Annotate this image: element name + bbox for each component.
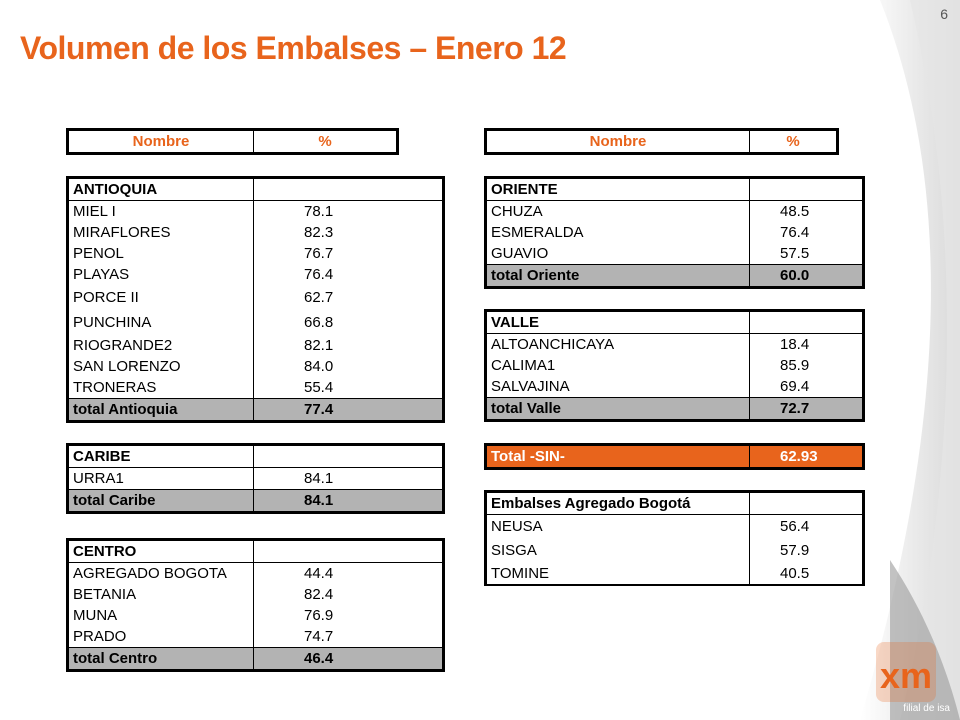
- table-row: GUAVIO 57.5: [486, 243, 863, 265]
- logo-text: xm: [880, 655, 932, 696]
- table-row: SALVAJINA 69.4: [486, 376, 863, 398]
- group-title: VALLE: [486, 311, 750, 334]
- bogota-table: Embalses Agregado Bogotá NEUSA 56.4 SISGA…: [484, 490, 865, 586]
- table-row: MIRAFLORES 82.3: [68, 222, 443, 243]
- page-number: 6: [940, 6, 948, 22]
- table-row: URRA1 84.1: [68, 467, 443, 490]
- table-row: MUNA 76.9: [68, 605, 443, 626]
- table-row: NEUSA 56.4: [486, 514, 863, 539]
- table-row: CALIMA1 85.9: [486, 355, 863, 376]
- antioquia-table: ANTIOQUIA MIEL I 78.1 MIRAFLORES 82.3 PENO…: [66, 176, 445, 423]
- total-row: total Valle 72.7: [486, 397, 863, 420]
- table-row: PENOL 76.7: [68, 243, 443, 264]
- xm-logo: xm: [876, 642, 936, 702]
- total-row: total Oriente 60.0: [486, 264, 863, 287]
- table-row: BETANIA 82.4: [68, 584, 443, 605]
- group-title: CENTRO: [68, 540, 254, 563]
- group-title: CARIBE: [68, 445, 254, 468]
- table-row: RIOGRANDE2 82.1: [68, 335, 443, 356]
- total-row: total Antioquia 77.4: [68, 398, 443, 421]
- table-row: PLAYAS 76.4: [68, 264, 443, 285]
- group-title: ANTIOQUIA: [68, 178, 254, 201]
- logo-tagline: filial de isa: [903, 703, 950, 714]
- oriente-table: ORIENTE CHUZA 48.5 ESMERALDA 76.4 GUAVIO 57…: [484, 176, 865, 289]
- header-pct: %: [253, 130, 397, 153]
- total-row: total Caribe 84.1: [68, 489, 443, 512]
- table-row: ALTOANCHICAYA 18.4: [486, 333, 863, 355]
- left-header-table: Nombre %: [66, 128, 399, 155]
- table-row: SAN LORENZO 84.0: [68, 356, 443, 377]
- table-row: PUNCHINA 66.8: [68, 310, 443, 335]
- table-row: SISGA 57.9: [486, 539, 863, 563]
- table-row: ESMERALDA 76.4: [486, 222, 863, 243]
- table-row: PRADO 74.7: [68, 626, 443, 648]
- total-row: total Centro 46.4: [68, 647, 443, 670]
- valle-table: VALLE ALTOANCHICAYA 18.4 CALIMA1 85.9 SALV…: [484, 309, 865, 422]
- right-header-table: Nombre %: [484, 128, 839, 155]
- header-name: Nombre: [68, 130, 254, 153]
- table-row: TOMINE 40.5: [486, 563, 863, 584]
- caribe-table: CARIBE URRA1 84.1 total Caribe 84.1: [66, 443, 445, 514]
- page-title: Volumen de los Embalses – Enero 12: [20, 30, 567, 66]
- group-title: ORIENTE: [486, 178, 750, 201]
- group-title: Embalses Agregado Bogotá: [486, 492, 750, 515]
- table-row: PORCE II 62.7: [68, 285, 443, 310]
- table-row: TRONERAS 55.4: [68, 377, 443, 399]
- header-name: Nombre: [486, 130, 750, 153]
- centro-table: CENTRO AGREGADO BOGOTA 44.4 BETANIA 82.4 M…: [66, 538, 445, 672]
- sin-total-table: Total -SIN- 62.93: [484, 443, 865, 470]
- table-row: MIEL I 78.1: [68, 200, 443, 222]
- header-pct: %: [749, 130, 837, 153]
- decorative-curves: [860, 0, 960, 720]
- sin-total-value: 62.93: [749, 445, 863, 468]
- table-row: AGREGADO BOGOTA 44.4: [68, 562, 443, 584]
- table-row: CHUZA 48.5: [486, 200, 863, 222]
- sin-total-label: Total -SIN-: [486, 445, 750, 468]
